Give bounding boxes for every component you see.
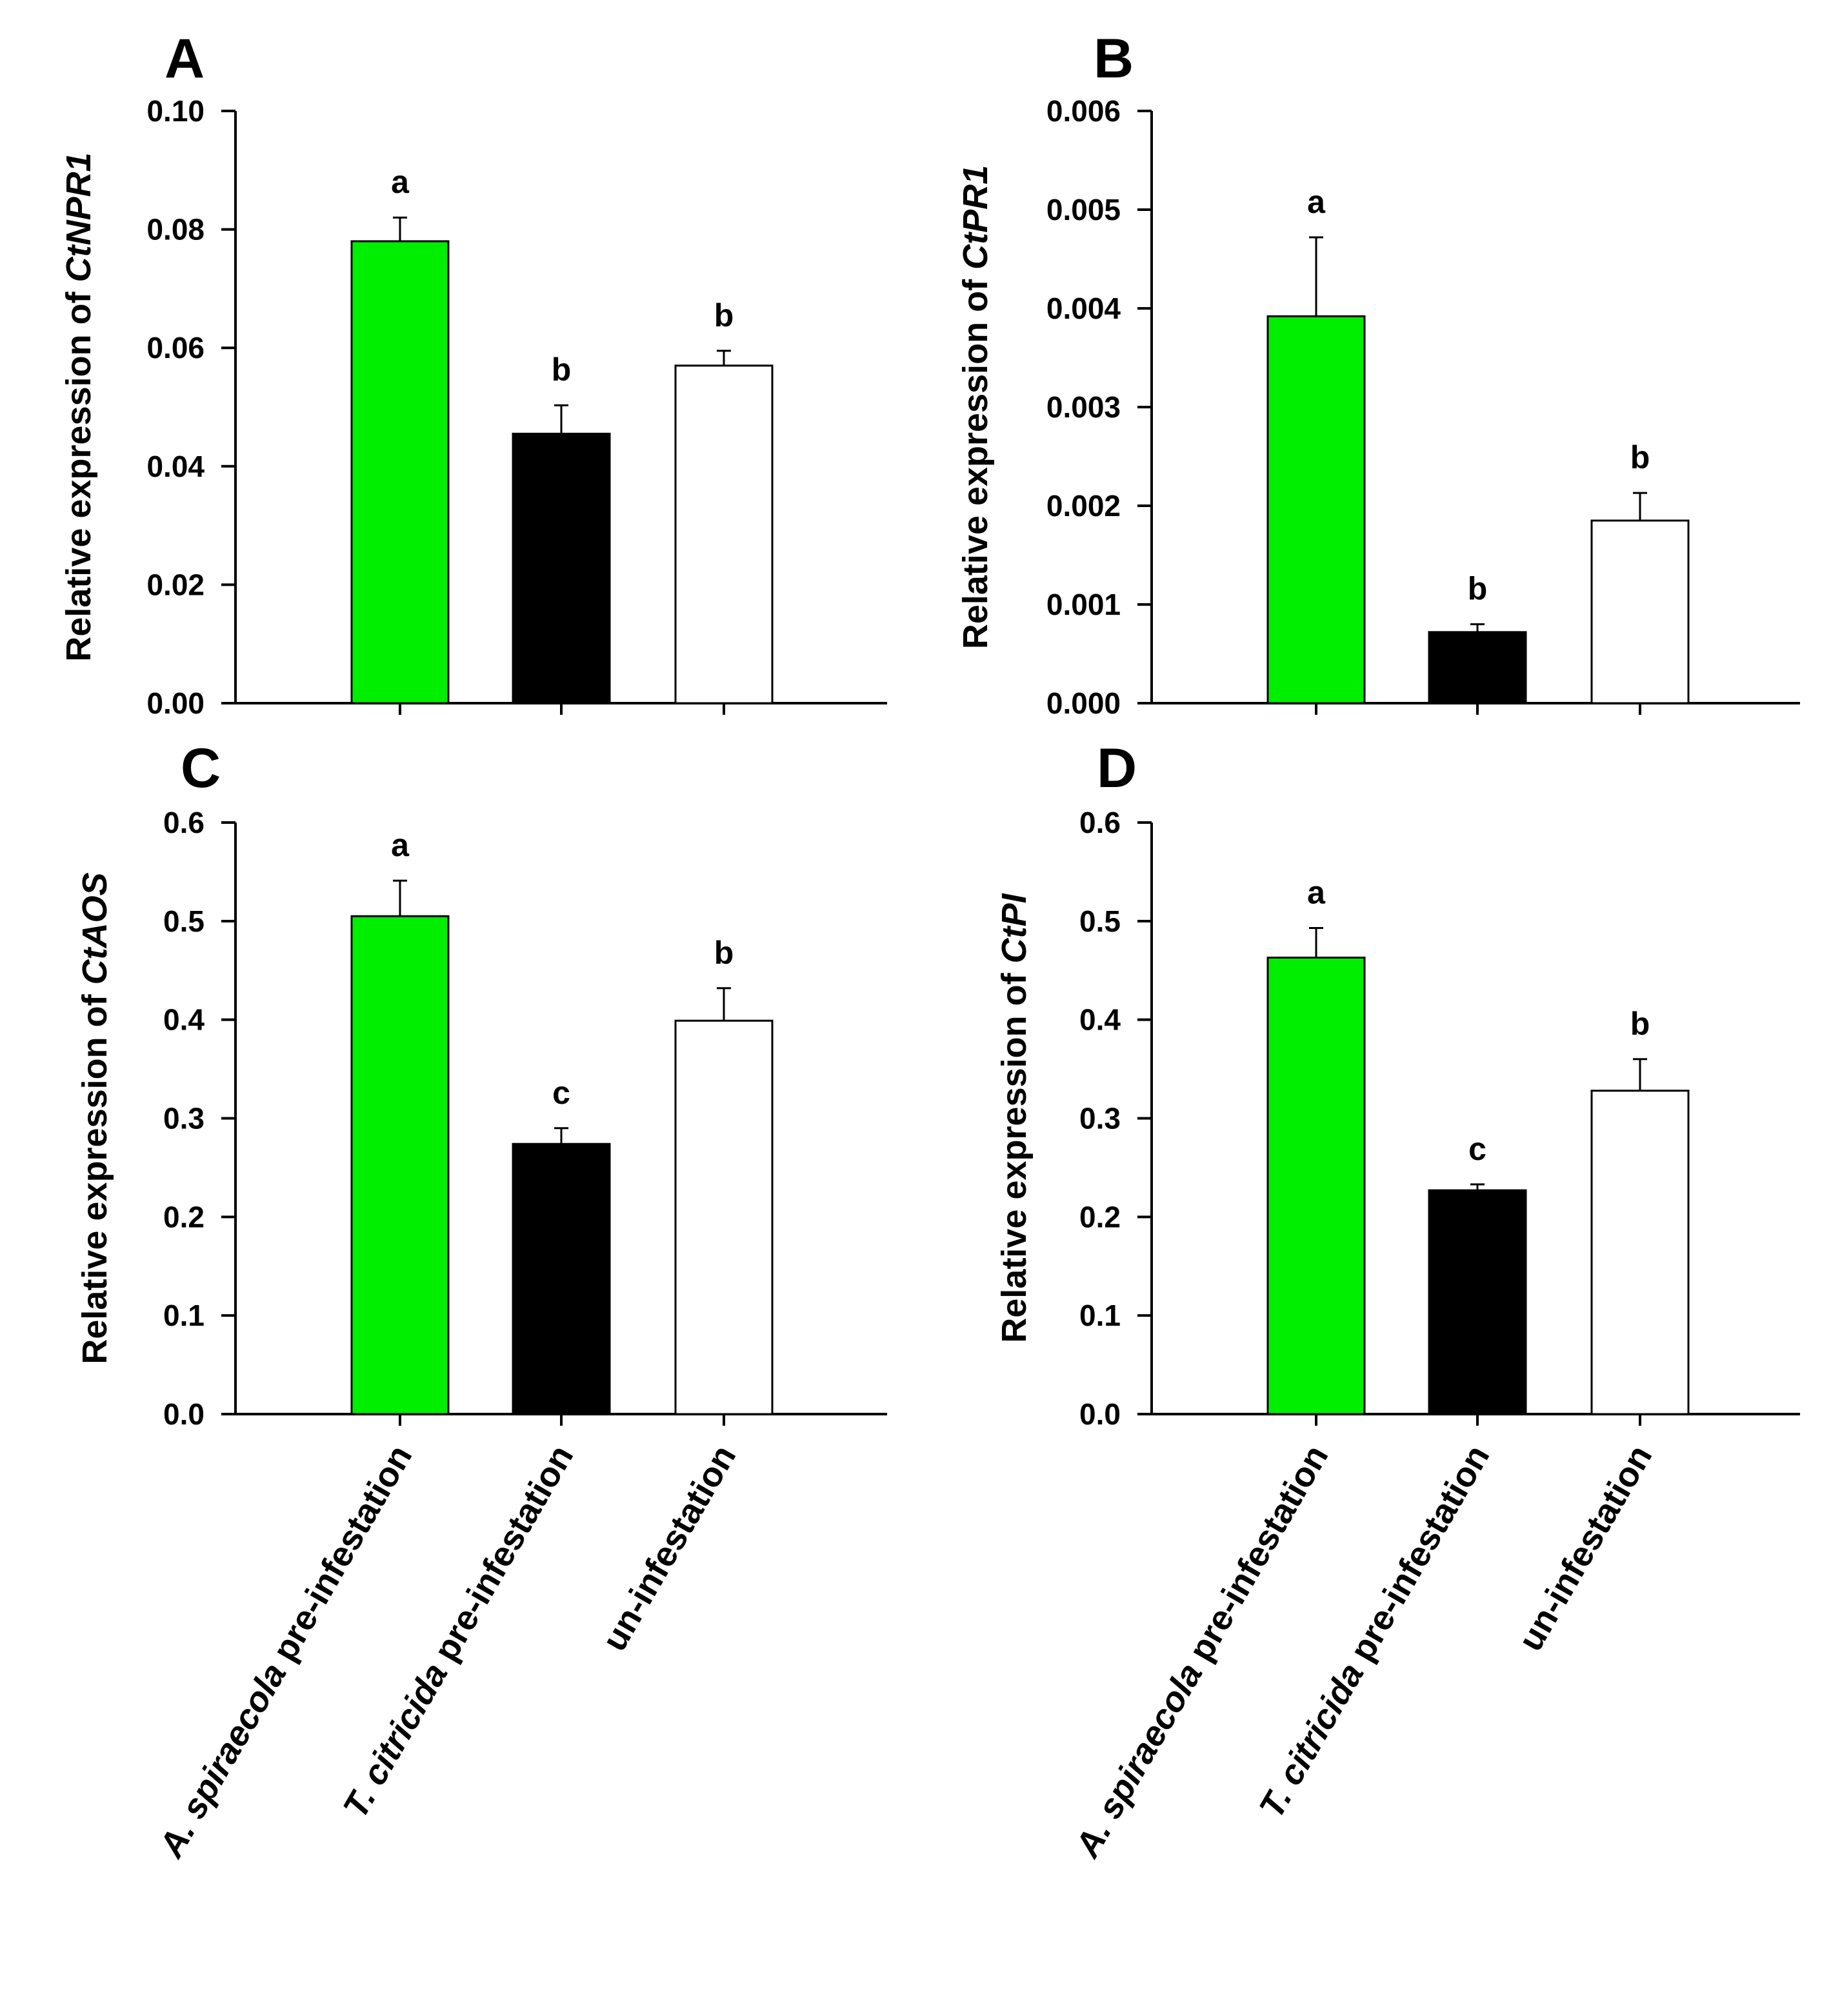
y-axis-label-prefix: Relative expression of	[995, 963, 1034, 1342]
bar-3	[674, 1019, 774, 1415]
bar-1	[350, 240, 450, 704]
y-tick-label: 0.3	[163, 1102, 205, 1135]
y-tick-label: 0.2	[1079, 1200, 1121, 1233]
y-tick-label: 0.6	[163, 806, 205, 839]
y-tick-label: 0.003	[1046, 390, 1121, 424]
y-axis-label: Relative expression of CtPI	[995, 893, 1034, 1342]
y-tick-label: 0.00	[146, 686, 205, 720]
y-tick-label: 0.005	[1046, 193, 1121, 226]
y-tick-label: 0.4	[163, 1003, 205, 1037]
y-axis-label: Relative expression of CtNPR1	[59, 152, 98, 661]
significance-letter: b	[714, 297, 734, 334]
y-tick-label: 0.1	[163, 1299, 205, 1332]
significance-letter: c	[552, 1075, 570, 1111]
y-axis-label: Relative expression of CtAOS	[75, 872, 114, 1364]
y-axis-label-gene: CtPR1	[956, 165, 995, 270]
panel-letter: C	[181, 737, 221, 799]
y-tick-label: 0.02	[146, 568, 205, 601]
panel-b: 0.000 0.001 0.002 0.003 0.004 0.005 0.006 B Rela…	[956, 28, 1800, 720]
y-tick-label: 0.004	[1046, 292, 1121, 325]
bar-2	[1428, 631, 1527, 704]
bar-1	[1266, 315, 1366, 704]
bar-1	[1266, 956, 1366, 1415]
y-tick-label: 0.10	[146, 94, 205, 128]
panel-letter: B	[1094, 28, 1134, 90]
y-tick-label: 0.1	[1079, 1299, 1121, 1332]
bar-3	[674, 364, 774, 704]
bar-1	[350, 915, 450, 1415]
y-tick-label: 0.002	[1046, 489, 1121, 523]
bar-2	[1428, 1189, 1527, 1415]
y-axis-label-prefix: Relative expression of	[75, 984, 114, 1364]
y-tick-label: 0.6	[1079, 806, 1121, 839]
panel-letter: A	[165, 28, 205, 90]
significance-letter: b	[1630, 1006, 1650, 1042]
y-tick-label: 0.0	[163, 1397, 205, 1431]
y-tick-label: 0.001	[1046, 588, 1121, 621]
significance-letter: b	[552, 352, 572, 388]
y-tick-label: 0.0	[1079, 1397, 1121, 1431]
y-tick-label: 0.08	[146, 213, 205, 246]
bar-3	[1590, 519, 1690, 704]
y-axis-label-gene: CtAOS	[75, 872, 114, 984]
y-tick-label: 0.04	[146, 450, 205, 483]
significance-letter: b	[714, 935, 734, 971]
y-tick-label: 0.3	[1079, 1102, 1121, 1135]
bar-2	[512, 1143, 611, 1415]
significance-letter: a	[1307, 184, 1326, 220]
y-tick-label: 0.000	[1046, 686, 1121, 720]
y-axis-label-gene: CtNPR1	[59, 152, 98, 282]
y-tick-label: 0.5	[163, 904, 205, 938]
panel-letter: D	[1097, 737, 1137, 799]
y-axis-label: Relative expression of CtPR1	[956, 165, 995, 649]
significance-letter: a	[391, 164, 410, 200]
significance-letter: b	[1468, 571, 1488, 607]
y-tick-label: 0.5	[1079, 904, 1121, 938]
significance-letter: a	[391, 827, 410, 863]
significance-letter: b	[1630, 439, 1650, 475]
y-axis-label-prefix: Relative expression of	[59, 282, 98, 661]
y-tick-label: 0.06	[146, 331, 205, 364]
y-axis-label-prefix: Relative expression of	[956, 270, 995, 649]
y-axis-label-gene: CtPI	[995, 893, 1034, 963]
bar-2	[512, 432, 611, 704]
panel-a: 0.00 0.02 0.04 0.06 0.08 0.10 A Relative expres…	[59, 28, 887, 720]
significance-letter: c	[1468, 1131, 1486, 1167]
significance-letter: a	[1307, 875, 1326, 911]
bar-3	[1590, 1090, 1690, 1415]
y-tick-label: 0.4	[1079, 1003, 1121, 1037]
y-tick-label: 0.2	[163, 1200, 205, 1233]
y-tick-label: 0.006	[1046, 94, 1121, 128]
